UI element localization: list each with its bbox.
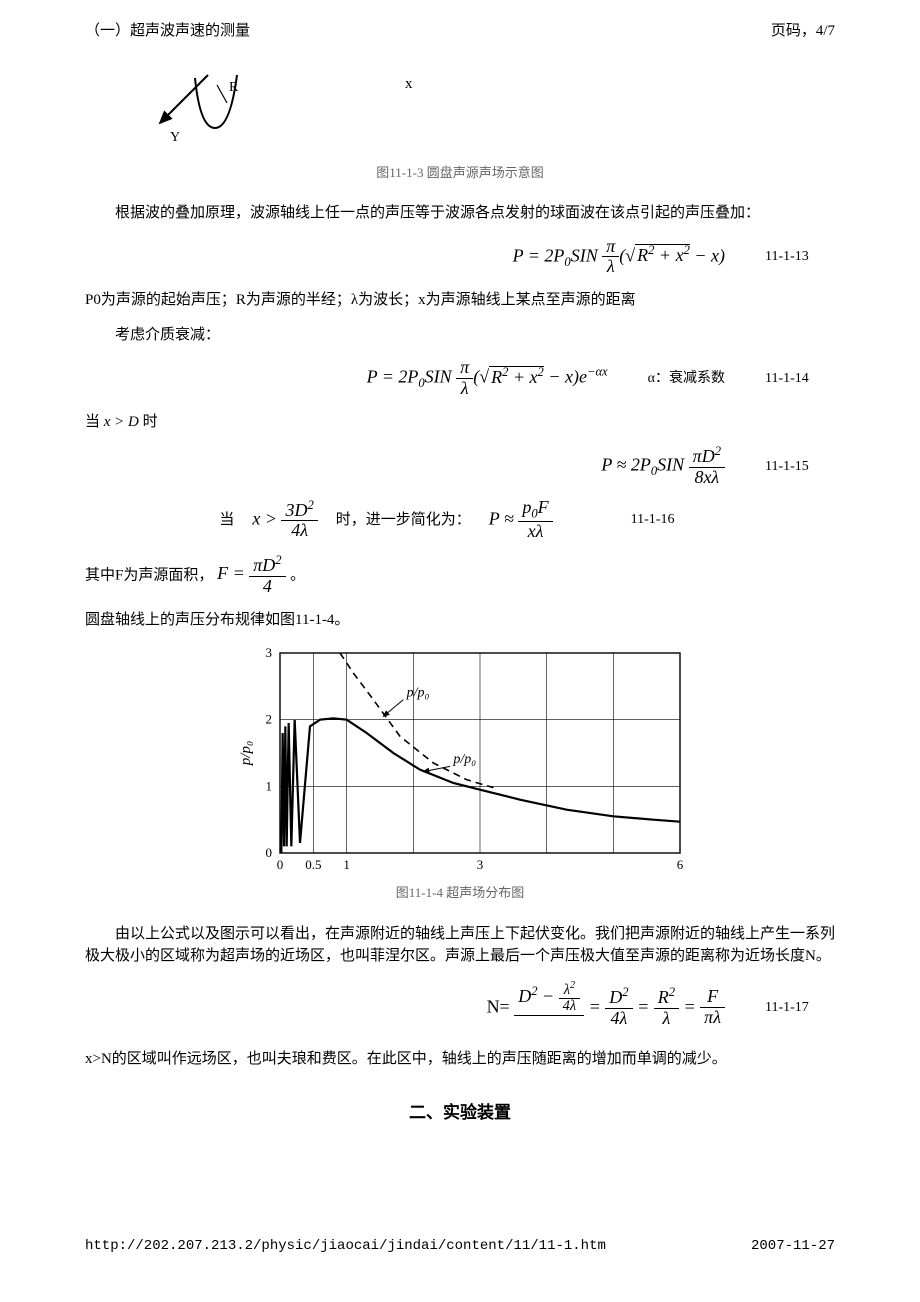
svg-text:0.5: 0.5 (305, 857, 321, 872)
doc-title: （一）超声波声速的测量 (85, 20, 250, 43)
fig-11-1-3-caption: 图11-1-3 圆盘声源声场示意图 (85, 163, 835, 183)
svg-text:3: 3 (266, 645, 273, 660)
page-footer: http://202.207.213.2/physic/jiaocai/jind… (85, 1236, 835, 1257)
para-attenuation: 考虑介质衰减： (85, 324, 835, 347)
eq15-num: 11-1-15 (765, 456, 835, 477)
svg-text:p/p₀: p/p₀ (238, 741, 254, 766)
eq13-expr: P = 2P0SIN πλ(√R2 + x2 − x) (513, 237, 725, 278)
eq16-cond: x > 3D24λ (252, 499, 317, 542)
svg-text:0: 0 (266, 845, 273, 860)
svg-text:0: 0 (277, 857, 284, 872)
label-R: R (229, 80, 239, 95)
para-near-field: 由以上公式以及图示可以看出，在声源附近的轴线上声压上下起伏变化。我们把声源附近的… (85, 923, 835, 968)
svg-text:1: 1 (343, 857, 350, 872)
eq14-num: 11-1-14 (765, 368, 835, 389)
para-superposition: 根据波的叠加原理，波源轴线上任一点的声压等于波源各点发射的球面波在该点引起的声压… (85, 202, 835, 225)
section-2-heading: 二、实验装置 (85, 1100, 835, 1126)
eq13-num: 11-1-13 (765, 246, 835, 267)
svg-text:3: 3 (477, 857, 484, 872)
para-p0-explain: P0为声源的起始声压；R为声源的半经；λ为波长；x为声源轴线上某点至声源的距离 (85, 289, 835, 312)
para-far-field: x>N的区域叫作远场区，也叫夫琅和费区。在此区中，轴线上的声压随距离的增加而单调… (85, 1048, 835, 1071)
eq17-expr: N= D2 − λ24λ = D24λ = R2λ = Fπλ (487, 980, 725, 1036)
fig-11-1-4-caption: 图11-1-4 超声场分布图 (85, 883, 835, 903)
eq16-prefix: 当 (219, 509, 234, 532)
svg-text:p/p₀: p/p₀ (406, 685, 430, 700)
eq16-num: 11-1-16 (631, 509, 701, 530)
para-dist-rule: 圆盘轴线上的声压分布规律如图11-1-4。 (85, 609, 835, 632)
equation-11-1-14: P = 2P0SIN πλ(√R2 + x2 − x)e−αx α：衰减系数 1… (85, 358, 835, 399)
equation-11-1-15: P ≈ 2P0SIN πD28xλ 11-1-15 (85, 445, 835, 488)
svg-text:1: 1 (266, 778, 273, 793)
para-F-area: 其中F为声源面积， F = πD24 。 (85, 554, 835, 597)
eq14-alpha-note: α：衰减系数 (648, 368, 725, 389)
equation-11-1-17: N= D2 − λ24λ = D24λ = R2λ = Fπλ 11-1-17 (85, 980, 835, 1036)
eq15-expr: P ≈ 2P0SIN πD28xλ (601, 445, 725, 488)
equation-11-1-16: 当 x > 3D24λ 时，进一步简化为： P ≈ p0Fxλ 11-1-16 (85, 498, 835, 542)
disk-source-sketch: R Y (145, 73, 265, 153)
fig-11-1-4-chart: 0 0.5 1 3 6 0 1 2 3 p/p₀ p/p₀ p/p₀ (225, 643, 695, 873)
svg-text:6: 6 (677, 857, 684, 872)
eq17-num: 11-1-17 (765, 997, 835, 1018)
page-header: （一）超声波声速的测量 页码，4/7 (85, 20, 835, 43)
eq14-expr: P = 2P0SIN πλ(√R2 + x2 − x)e−αx (367, 358, 608, 399)
page-number: 页码，4/7 (771, 20, 835, 43)
svg-text:2: 2 (266, 712, 273, 727)
label-x: x (405, 73, 413, 96)
eq16-expr: P ≈ p0Fxλ (489, 498, 553, 542)
footer-url: http://202.207.213.2/physic/jiaocai/jind… (85, 1236, 606, 1257)
footer-date: 2007-11-27 (751, 1236, 835, 1257)
svg-text:p/p₀: p/p₀ (452, 752, 476, 767)
fig-11-1-3-diagram: R Y x (145, 73, 835, 153)
para-when-x-gt-D: 当 x > D 时 (85, 411, 835, 434)
equation-11-1-13: P = 2P0SIN πλ(√R2 + x2 − x) 11-1-13 (85, 237, 835, 278)
eq16-mid: 时，进一步简化为： (336, 509, 471, 532)
label-Y: Y (170, 130, 180, 145)
